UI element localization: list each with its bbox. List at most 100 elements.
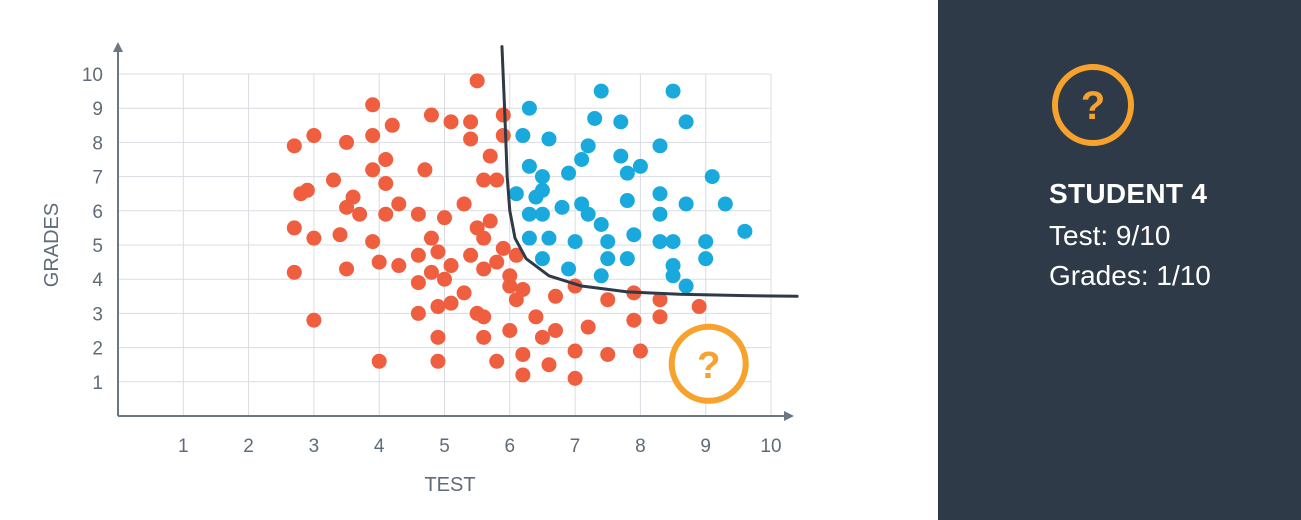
y-tick-label: 5 [92, 236, 103, 257]
data-point-blue [587, 110, 603, 126]
x-tick-label: 5 [439, 436, 450, 457]
y-tick-label: 1 [92, 373, 103, 394]
data-point-blue [632, 158, 648, 174]
data-point-red [600, 346, 616, 362]
data-point-red [391, 196, 407, 212]
data-point-blue [717, 196, 733, 212]
data-point-red [626, 312, 642, 328]
x-tick-label: 7 [570, 436, 581, 457]
data-point-red [365, 162, 381, 178]
data-point-red [652, 292, 668, 308]
data-point-red [495, 128, 511, 144]
data-point-red [489, 353, 505, 369]
question-circle-icon: ? [1052, 64, 1134, 146]
data-point-blue [593, 216, 609, 232]
data-point-red [456, 196, 472, 212]
data-point-blue [678, 114, 694, 130]
question-circle-icon [668, 323, 749, 404]
decision-boundary-curve [500, 45, 799, 298]
data-point-red [325, 172, 341, 188]
data-point-blue [534, 169, 550, 185]
data-points [286, 73, 753, 386]
data-point-blue [626, 227, 642, 243]
data-point-blue [613, 114, 629, 130]
data-point-red [443, 258, 459, 274]
data-point-blue [521, 230, 537, 246]
data-point-red [456, 285, 472, 301]
data-point-blue [619, 165, 635, 181]
data-point-blue [619, 251, 635, 267]
data-point-red [502, 323, 518, 338]
data-point-red [548, 323, 564, 338]
data-point-red [391, 258, 407, 274]
x-axis-arrow [784, 411, 794, 421]
data-point-blue [593, 268, 609, 284]
data-point-red [482, 148, 498, 164]
y-tick-label: 10 [82, 65, 103, 86]
data-point-red [567, 370, 583, 386]
data-point-red [430, 353, 446, 369]
data-point-red [476, 329, 492, 345]
data-point-red [528, 309, 544, 325]
data-point-blue [704, 169, 720, 185]
data-point-red [423, 264, 439, 280]
y-tick-label: 9 [92, 99, 103, 120]
data-point-blue [561, 261, 577, 277]
data-point-red [580, 319, 596, 335]
data-point-blue [508, 186, 524, 202]
data-point-red [508, 247, 524, 263]
data-point-blue [534, 251, 550, 267]
data-point-red [430, 329, 446, 345]
data-point-blue [652, 206, 668, 222]
data-point-red [286, 138, 302, 154]
y-tick-label: 8 [92, 133, 103, 154]
data-point-red [443, 295, 459, 311]
y-tick-label: 4 [92, 270, 103, 291]
data-point-red [502, 268, 518, 284]
y-tick-label: 7 [92, 168, 103, 189]
x-axis-title: TEST [424, 474, 475, 496]
student-test-score: Test: 9/10 [1049, 220, 1171, 251]
data-point-blue [665, 258, 681, 274]
data-point-red [495, 240, 511, 256]
data-point-red [632, 343, 648, 359]
data-point-red [365, 234, 381, 250]
data-point-red [378, 175, 394, 191]
data-point-red [417, 162, 433, 178]
data-point-red [489, 254, 505, 270]
data-point-blue [600, 251, 616, 267]
data-point-blue [698, 251, 714, 267]
data-point-red [437, 210, 452, 226]
unknown-student-marker: ? [668, 323, 749, 404]
x-tick-label: 6 [505, 436, 516, 457]
data-point-red [548, 288, 564, 304]
data-point-red [502, 278, 518, 294]
data-point-red [430, 299, 446, 315]
data-point-red [652, 309, 668, 325]
data-point-red [476, 172, 492, 188]
unknown-point-label: ? [697, 345, 720, 387]
data-point-blue [580, 206, 596, 222]
data-point-blue [521, 100, 537, 116]
data-point-red [306, 128, 322, 144]
x-tick-label: 8 [635, 436, 646, 457]
data-point-red [691, 299, 707, 315]
data-point-blue [541, 131, 557, 147]
data-point-red [495, 107, 511, 123]
data-point-red [423, 107, 439, 123]
data-point-red [378, 152, 394, 167]
data-point-red [463, 131, 479, 147]
data-point-blue [652, 234, 668, 250]
data-point-red [489, 172, 505, 188]
x-tick-label: 4 [374, 436, 385, 457]
data-point-red [600, 292, 616, 308]
y-tick-label: 2 [92, 339, 103, 360]
data-point-red [476, 230, 492, 246]
data-point-blue [521, 206, 537, 222]
data-point-red [476, 261, 492, 277]
data-point-blue [678, 196, 694, 212]
data-point-red [515, 281, 531, 297]
data-point-blue [534, 182, 550, 198]
data-point-red [286, 264, 302, 280]
data-point-red [332, 227, 348, 243]
